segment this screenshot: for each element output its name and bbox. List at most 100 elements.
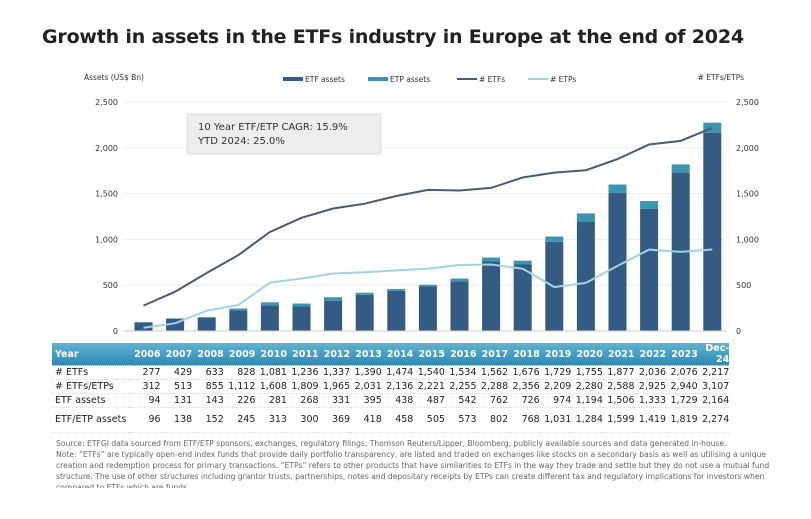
row-label: ETF/ETP assets — [52, 407, 129, 433]
table-cell: 245 — [223, 407, 256, 433]
table-year: 2012 — [318, 343, 351, 366]
y-axis-label-left: Assets (US$ Bn) — [84, 73, 144, 82]
table-cell: 2,280 — [571, 379, 603, 394]
table-row: # ETFs/ETPs 312 513 855 1,112 1,608 1,809 1,965… — [52, 379, 730, 394]
table-cell: 1,081 — [255, 365, 287, 380]
table-cell: 1,599 — [602, 407, 635, 433]
bar-etp-assets — [260, 302, 279, 306]
table-year: 2008 — [192, 343, 224, 366]
table-cell: 395 — [350, 393, 382, 408]
table-cell: 2,356 — [508, 379, 540, 394]
y-tick-right: 0 — [736, 327, 741, 336]
table-cell: 855 — [192, 379, 224, 394]
table-year: 2011 — [286, 343, 319, 366]
annotation-text: 10 Year ETF/ETP CAGR: 15.9% — [198, 122, 348, 133]
y-tick-left: 1,500 — [95, 190, 118, 199]
table-cell: 2,221 — [413, 379, 445, 394]
table-cell: 1,390 — [350, 365, 382, 380]
bar-etp-assets — [324, 297, 343, 301]
bar-etf-assets — [166, 319, 185, 331]
table-year: 2023 — [666, 343, 698, 366]
bar-etp-assets — [545, 236, 564, 242]
row-label: # ETFs/ETPs — [52, 379, 129, 394]
table-cell: 1,333 — [634, 393, 667, 408]
table-cell: 1,676 — [508, 365, 540, 380]
bar-etf-assets — [197, 317, 216, 331]
table-cell: 1,540 — [413, 365, 445, 380]
table-cell: 138 — [160, 407, 193, 433]
table-cell: 726 — [508, 393, 540, 408]
bar-etp-assets — [166, 318, 185, 320]
table-header-row: Year 2006 2007 2008 2009 2010 2011 2012 2013 2014… — [52, 343, 730, 366]
table-cell: 313 — [255, 407, 287, 433]
y-tick-left: 2,500 — [95, 98, 118, 107]
table-cell: 2,164 — [697, 393, 730, 408]
table-cell: 2,288 — [476, 379, 509, 394]
table-row: ETF/ETP assets 96 138 152 245 313 300 369 418 458… — [52, 407, 730, 433]
table-year: 2021 — [602, 343, 635, 366]
legend-swatch — [368, 77, 388, 81]
table-year: 2006 — [129, 343, 161, 366]
table-cell: 1,608 — [255, 379, 287, 394]
bar-etp-assets — [387, 289, 406, 291]
source-note: Source: ETFGI data sourced from ETF/ETP … — [56, 439, 727, 448]
table-cell: 268 — [286, 393, 319, 408]
table-cell: 2,255 — [444, 379, 477, 394]
table-cell: 300 — [286, 407, 319, 433]
data-table: Year 2006 2007 2008 2009 2010 2011 2012 2013 2014… — [52, 343, 730, 433]
bar-etp-assets — [513, 260, 532, 265]
row-label: ETF assets — [52, 393, 129, 408]
bar-etp-assets — [197, 317, 216, 318]
table-year: 2017 — [476, 343, 509, 366]
row-label: # ETFs — [52, 365, 129, 380]
table-cell: 277 — [129, 365, 161, 380]
table-cell: 1,031 — [539, 407, 572, 433]
bar-etp-assets — [576, 213, 595, 222]
bar-etf-assets — [324, 300, 343, 331]
bar-etf-assets — [608, 193, 627, 331]
table-cell: 2,274 — [697, 407, 730, 433]
table-cell: 573 — [444, 407, 477, 433]
table-cell: 1,337 — [318, 365, 351, 380]
table-cell: 1,965 — [318, 379, 351, 394]
table-year: Dec-24 — [697, 343, 730, 366]
line-etps — [143, 248, 713, 329]
table-cell: 2,925 — [634, 379, 667, 394]
table-cell: 2,031 — [350, 379, 382, 394]
table-cell: 226 — [223, 393, 256, 408]
bar-etp-assets — [450, 278, 469, 282]
bar-etp-assets — [640, 201, 659, 209]
y-tick-right: 500 — [736, 281, 751, 290]
y-tick-left: 2,000 — [95, 144, 118, 153]
table-cell: 1,729 — [539, 365, 572, 380]
table-cell: 1,112 — [223, 379, 256, 394]
table-cell: 487 — [413, 393, 445, 408]
y-tick-right: 1,000 — [736, 235, 759, 244]
bar-etp-assets — [671, 164, 690, 173]
table-cell: 281 — [255, 393, 287, 408]
bar-etf-assets — [292, 306, 311, 331]
bar-etp-assets — [355, 292, 374, 295]
bar-etf-assets — [482, 261, 501, 331]
annotation-box — [186, 113, 382, 155]
table-year: 2015 — [413, 343, 445, 366]
table-cell: 2,036 — [634, 365, 667, 380]
table-cell: 429 — [160, 365, 193, 380]
legend-swatch — [283, 77, 303, 81]
table-year: 2010 — [255, 343, 287, 366]
table-year: 2022 — [634, 343, 667, 366]
bar-etp-assets — [418, 284, 437, 287]
table-cell: 542 — [444, 393, 477, 408]
table-cell: 1,194 — [571, 393, 603, 408]
line-etfs — [143, 126, 713, 307]
table-cell: 2,209 — [539, 379, 572, 394]
table-cell: 828 — [223, 365, 256, 380]
bar-etf-assets — [640, 208, 659, 331]
table-cell: 331 — [318, 393, 351, 408]
y-axis-label-right: # ETFs/ETPs — [698, 73, 744, 82]
legend-label: ETP assets — [390, 75, 430, 84]
table-cell: 152 — [192, 407, 224, 433]
bar-etf-assets — [387, 290, 406, 331]
bar-etf-assets — [134, 322, 153, 331]
table-cell: 2,588 — [602, 379, 635, 394]
